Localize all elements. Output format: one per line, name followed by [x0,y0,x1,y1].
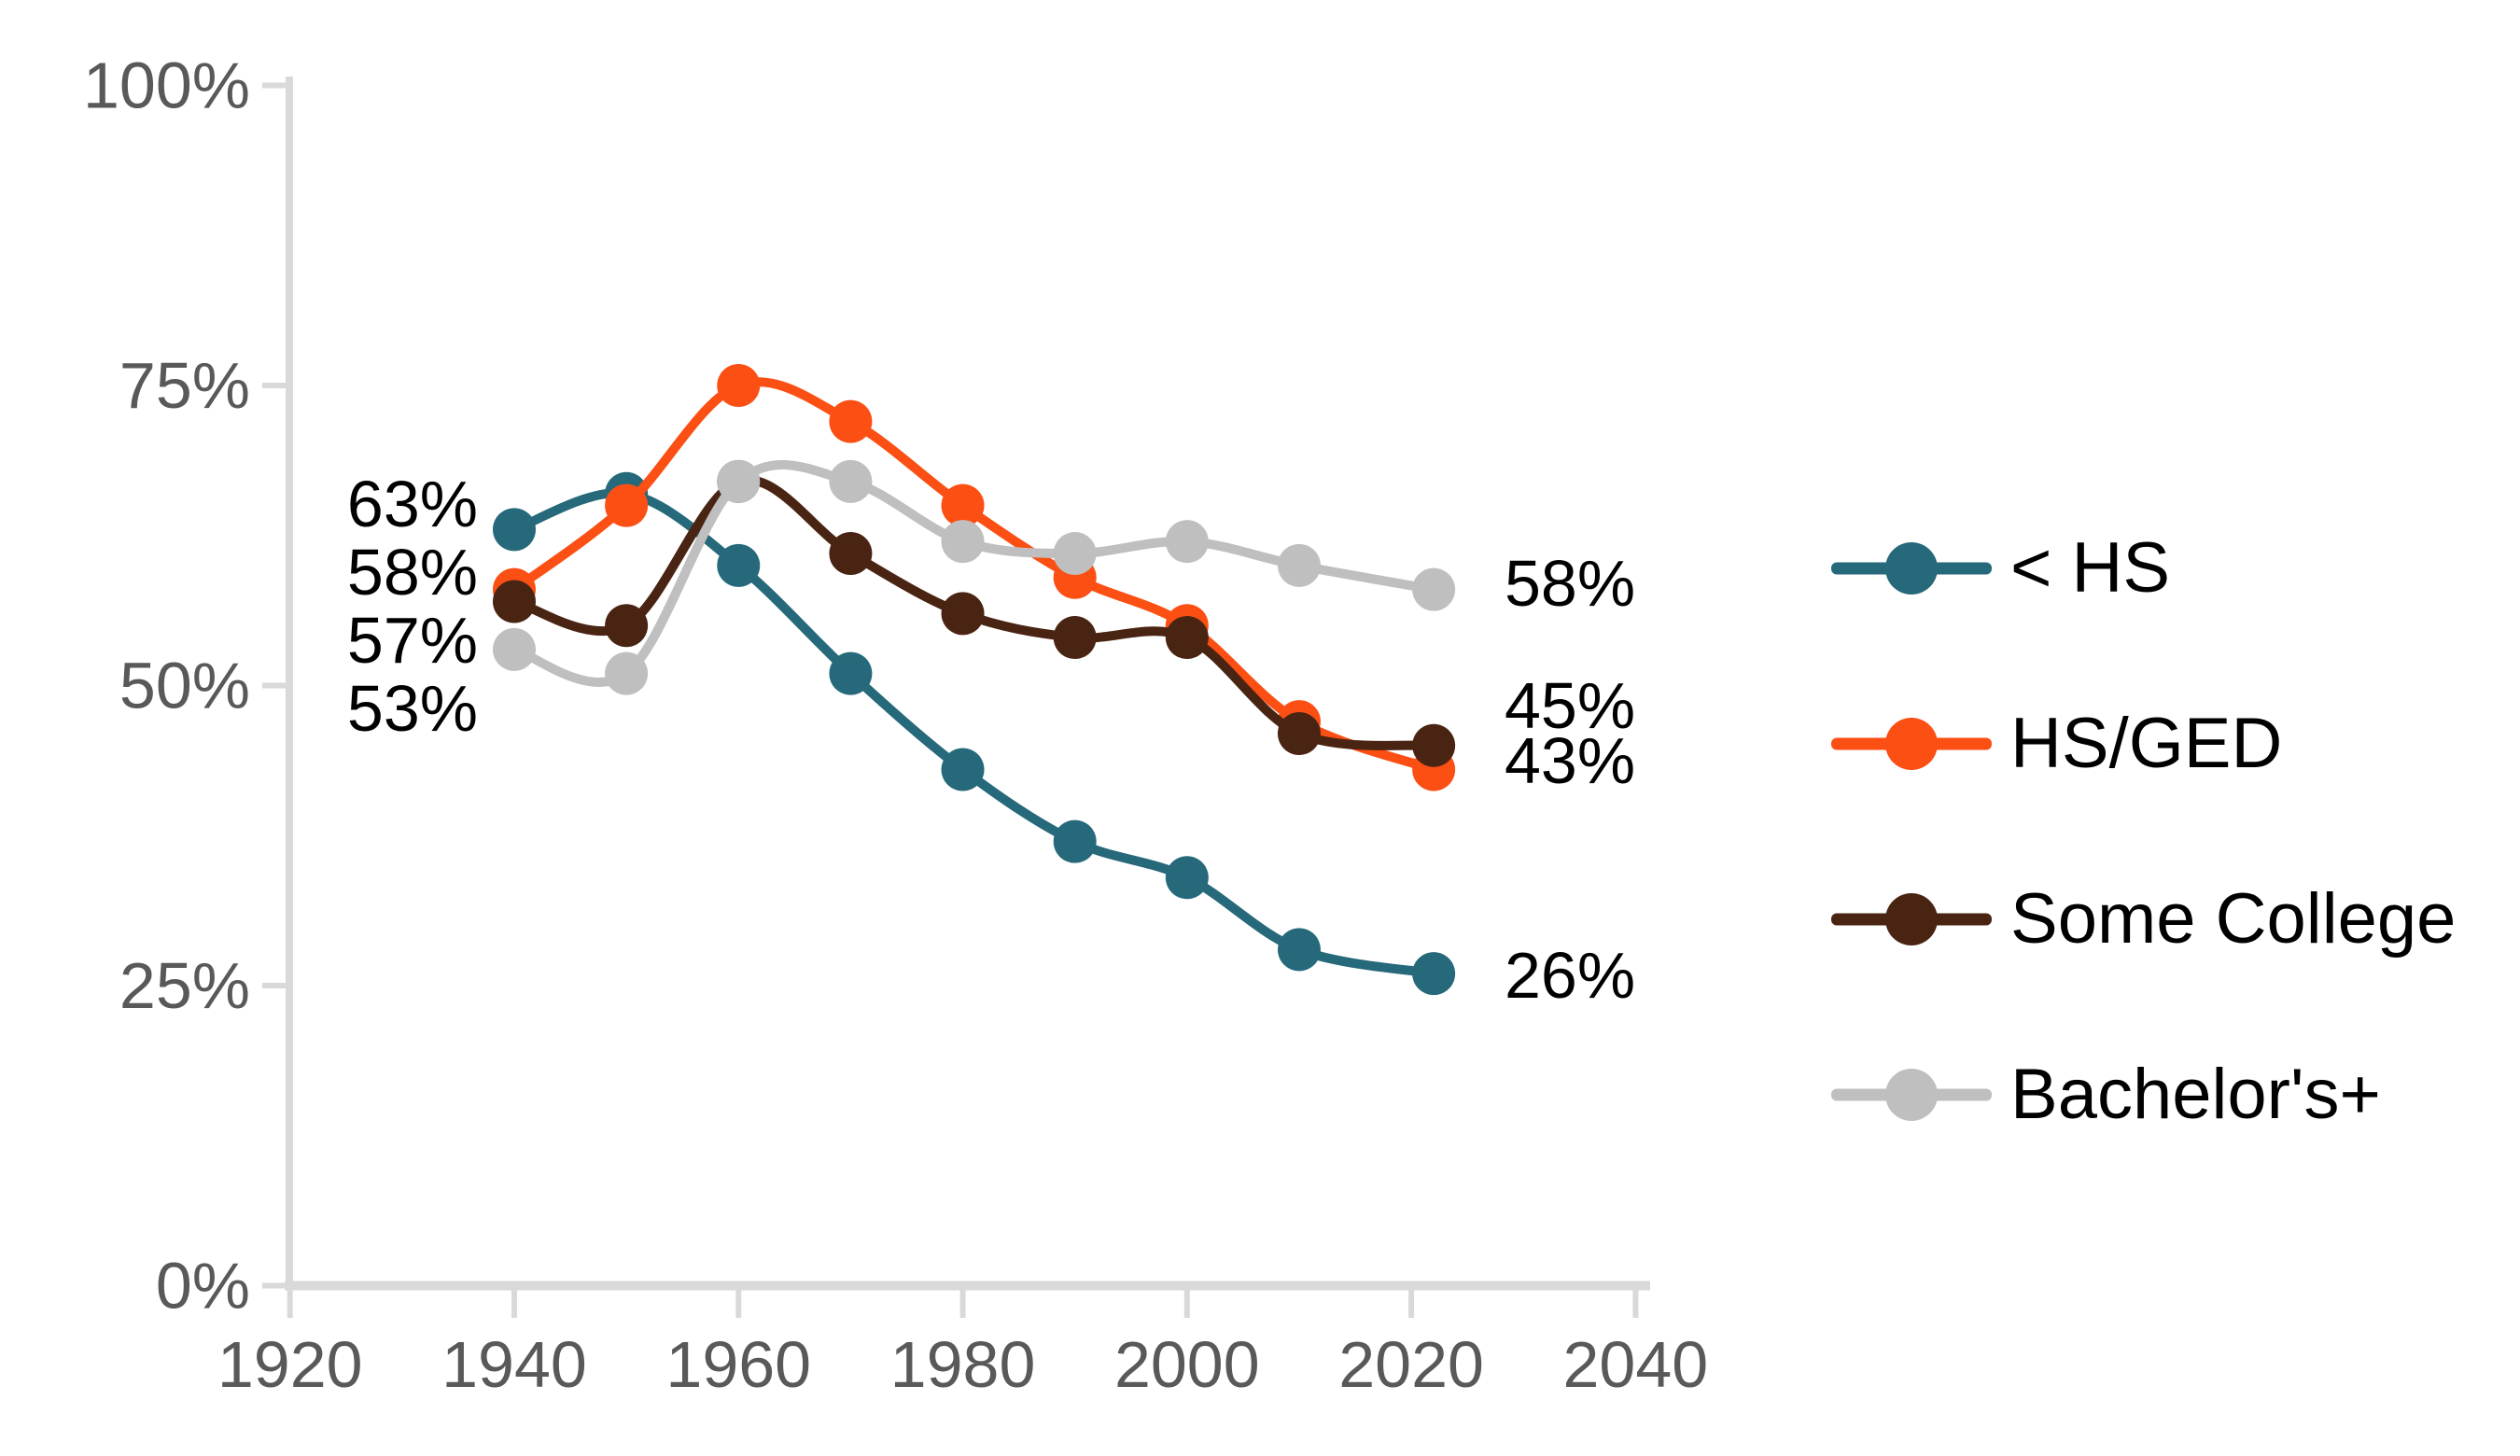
legend-dot-swatch [1885,893,1938,945]
data-point [605,651,649,695]
data-point [1053,532,1097,576]
legend-label-bachelors-plus: Bachelor's+ [2010,1055,2381,1134]
end-value-label: 58% [1505,547,1635,620]
data-point [941,592,985,636]
data-point [1412,952,1456,996]
data-point [829,399,873,443]
data-point [492,580,536,623]
legend-item-bachelors-plus: Bachelor's+ [1831,1043,2456,1147]
legend-item-less-hs: < HS [1831,516,2456,621]
legend-marker-less-hs [1831,540,1992,596]
legend-marker-bachelors-plus [1831,1067,1992,1123]
start-value-label: 58% [347,536,478,609]
data-labels: 63% 26% 58% 43% 57% 45% 53% 58% [347,468,1635,1012]
legend-marker-hs-ged [1831,716,1992,772]
y-axis-tick-label: 75% [119,349,250,422]
data-point [492,508,536,552]
data-point [492,627,536,671]
x-axis-tick-label: 2040 [1563,1328,1709,1401]
data-point [1412,723,1456,767]
data-point [829,651,873,695]
x-axis-tick-label: 1960 [665,1328,811,1401]
y-axis-tick-label: 50% [119,650,250,722]
legend-dot-swatch [1885,542,1938,595]
data-point [941,520,985,564]
legend-label-hs-ged: HS/GED [2010,704,2283,783]
end-value-label: 43% [1505,724,1635,797]
data-point [829,532,873,576]
legend-marker-some-college [1831,891,1992,947]
legend: < HS HS/GED Some College Bachelor's+ [1831,516,2456,1147]
start-value-label: 63% [347,468,478,540]
data-point [1165,616,1209,660]
legend-item-some-college: Some College [1831,867,2456,972]
x-axis-tick-label: 2020 [1338,1328,1484,1401]
x-axis-tick-label: 1920 [217,1328,363,1401]
data-point [1165,520,1209,564]
data-point [1412,567,1456,611]
legend-item-hs-ged: HS/GED [1831,692,2456,796]
x-axis-tick-label: 2000 [1114,1328,1260,1401]
y-axis-tick-label: 100% [83,49,250,122]
x-axis-tick-label: 1940 [441,1328,587,1401]
legend-dot-swatch [1885,718,1938,770]
data-point [941,483,985,527]
data-point [1165,856,1209,900]
data-point [941,748,985,791]
end-value-label: 45% [1505,669,1635,742]
y-axis-tick-label: 25% [119,949,250,1022]
data-point [717,543,761,587]
data-point [1053,616,1097,660]
start-value-label: 53% [347,672,478,745]
series-< HS [492,471,1456,996]
data-point [829,459,873,503]
legend-label-less-hs: < HS [2010,528,2171,608]
legend-label-some-college: Some College [2010,879,2457,959]
data-point [1277,928,1321,972]
data-point [605,483,649,527]
start-value-label: 57% [347,604,478,677]
legend-dot-swatch [1885,1069,1938,1121]
x-axis-tick-label: 1980 [890,1328,1036,1401]
end-value-label: 26% [1505,939,1635,1012]
y-axis-tick-label: 0% [156,1250,250,1323]
data-point [1277,711,1321,755]
series-Bachelor's+ [492,459,1456,695]
axes: 100% 75% 50% 25% 0%1920 1940 1960 1980 2000 2020 2… [83,49,1708,1402]
data-point [1053,819,1097,863]
data-point [1277,543,1321,587]
data-point [717,364,761,407]
data-point [717,459,761,503]
data-point [605,604,649,648]
